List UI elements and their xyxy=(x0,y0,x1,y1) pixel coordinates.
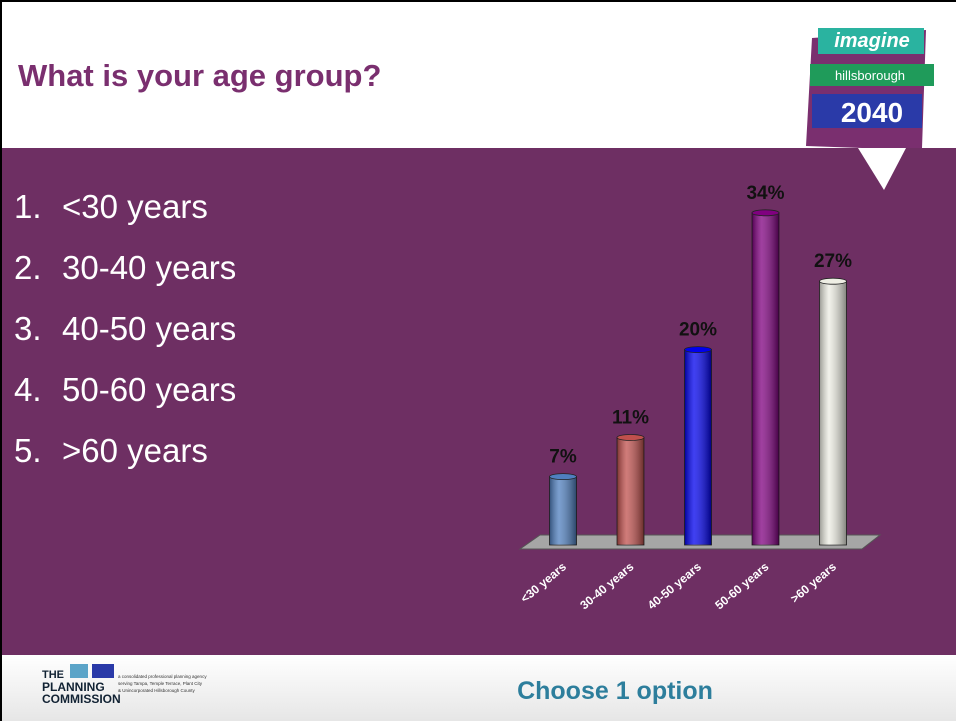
bar-top xyxy=(684,346,712,354)
option-number: 4. xyxy=(14,371,42,408)
logo-box xyxy=(92,664,114,678)
agency-tagline: serving Tampa, Temple Terrace, Plant Cit… xyxy=(118,681,203,686)
content-band xyxy=(0,148,956,655)
data-label: 11% xyxy=(612,408,649,429)
agency-logo: THE PLANNING COMMISSION a consolidated p… xyxy=(42,664,207,706)
bar-shade xyxy=(752,212,779,545)
data-label: 27% xyxy=(814,251,852,272)
agency-tagline: a consolidated professional planning age… xyxy=(118,674,207,679)
logo-box xyxy=(810,64,934,86)
option-text: 50-60 years xyxy=(62,371,236,408)
option-number: 5. xyxy=(14,432,42,469)
logo-text: hillsborough xyxy=(835,68,905,83)
bar-shade xyxy=(819,281,847,545)
option-number: 1. xyxy=(14,188,42,225)
logo-box xyxy=(818,28,924,54)
logo-pointer xyxy=(858,148,906,190)
logo-box xyxy=(812,94,922,128)
logo-text: imagine xyxy=(834,30,910,52)
agency-text: THE xyxy=(42,669,64,681)
option-number: 3. xyxy=(14,310,42,347)
data-label: 20% xyxy=(679,320,717,341)
agency-text: COMMISSION xyxy=(42,692,121,706)
bar-shade xyxy=(684,349,712,545)
bar-top xyxy=(819,277,847,285)
logo-box xyxy=(70,664,88,678)
data-label: 34% xyxy=(746,183,784,204)
option-number: 2. xyxy=(14,249,42,286)
option-text: 40-50 years xyxy=(62,310,236,347)
bar-top xyxy=(549,473,577,481)
bar-top xyxy=(751,209,780,217)
footer-text: Choose 1 option xyxy=(517,677,713,705)
bar-top xyxy=(616,434,645,441)
bar-shade xyxy=(617,437,644,545)
logo: imagine hillsborough 2040 xyxy=(806,28,934,190)
option-text: <30 years xyxy=(62,188,208,225)
footer-band xyxy=(0,655,956,721)
data-label: 7% xyxy=(549,447,577,468)
option-text: >60 years xyxy=(62,432,208,469)
option-text: 30-40 years xyxy=(62,249,236,286)
bar-shade xyxy=(549,476,577,545)
agency-tagline: & Unincorporated Hillsborough County xyxy=(118,688,196,693)
logo-text: 2040 xyxy=(841,97,903,128)
agency-text: PLANNING xyxy=(42,680,105,694)
slide-title: What is your age group? xyxy=(18,58,381,93)
